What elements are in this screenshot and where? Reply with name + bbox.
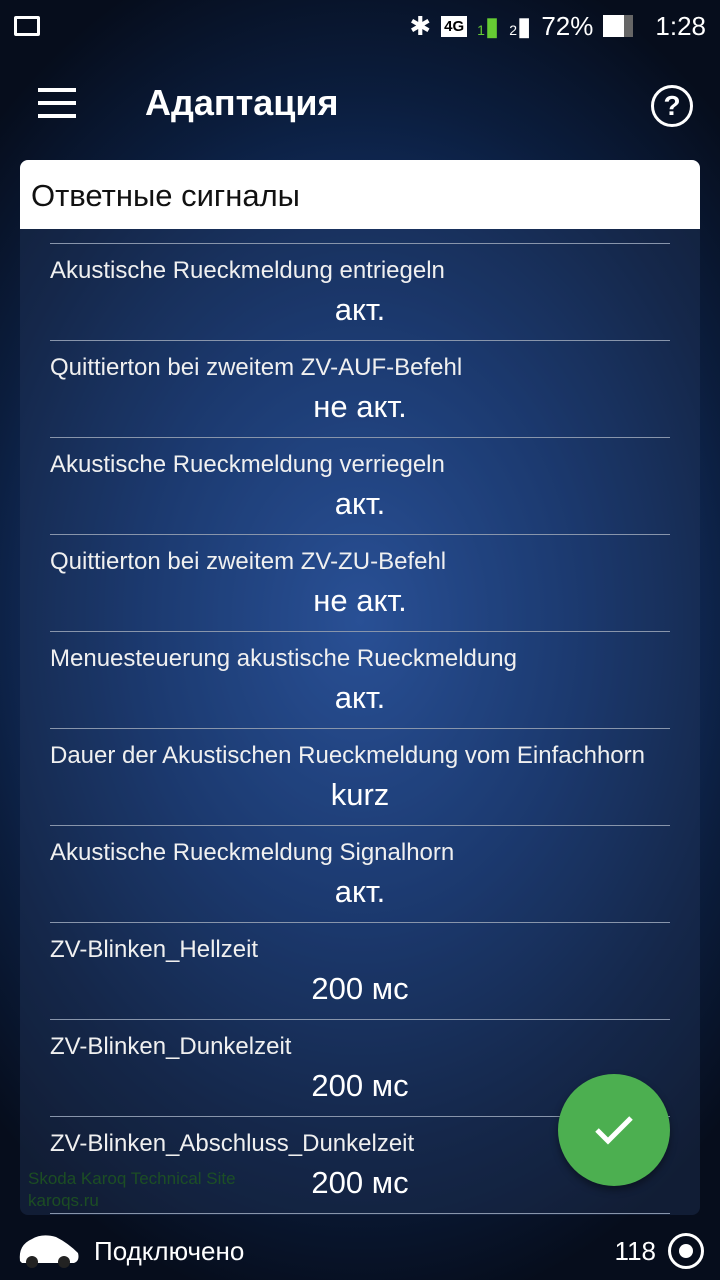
item-label: ZV-Blinken_Dunkelzeit	[50, 1033, 292, 1060]
connection-icon[interactable]	[668, 1233, 704, 1269]
adaptation-card: Ответные сигналы Akustische Rueckmeldung…	[20, 160, 700, 1215]
clock: 1:28	[655, 10, 706, 41]
item-label: Quittierton bei zweitem ZV-ZU-Befehl	[50, 548, 447, 575]
page-title: Адаптация	[145, 82, 339, 123]
connection-footer: Подключено 118	[0, 1222, 720, 1280]
list-item[interactable]: Quittierton bei zweitem ZV-ZU-Befehl не а…	[50, 535, 670, 631]
check-icon	[595, 1116, 633, 1145]
divider	[50, 243, 670, 244]
confirm-button[interactable]	[558, 1074, 670, 1186]
item-label: Dauer der Akustischen Rueckmeldung vom E…	[50, 742, 645, 769]
bluetooth-icon: ✱	[409, 10, 432, 41]
item-label: ZV-Blinken_Abschluss_Dunkelzeit	[50, 1130, 415, 1157]
app-bar: Адаптация ?	[0, 60, 720, 152]
divider	[50, 728, 670, 729]
item-label: Akustische Rueckmeldung verriegeln	[50, 451, 445, 478]
item-label: Menuesteuerung akustische Rueckmeldung	[50, 645, 517, 672]
battery-percent: 72%	[541, 10, 594, 41]
list-item[interactable]: Quittierton bei zweitem ZV-AUF-Befehl не …	[50, 341, 670, 437]
divider	[50, 825, 670, 826]
item-value[interactable]: 200 мс	[311, 1068, 409, 1103]
item-value[interactable]: акт.	[334, 486, 386, 521]
divider	[50, 534, 670, 535]
item-value[interactable]: акт.	[334, 292, 386, 327]
item-value[interactable]: не акт.	[313, 583, 407, 618]
card-header: Ответные сигналы	[20, 160, 700, 229]
network-type: 4G	[441, 15, 468, 37]
item-label: Akustische Rueckmeldung Signalhorn	[50, 839, 455, 866]
item-label: Akustische Rueckmeldung entriegeln	[50, 257, 445, 284]
divider	[50, 631, 670, 632]
item-value[interactable]: 200 мс	[311, 1165, 409, 1200]
item-value[interactable]: kurz	[330, 777, 390, 812]
sim1-signal-icon: 1▮	[477, 10, 500, 41]
list-item[interactable]: ZV-Blinken_Hellzeit 200 мс	[50, 923, 670, 1019]
watermark: Skoda Karoq Technical Site karoqs.ru	[28, 1169, 236, 1210]
divider	[50, 1213, 670, 1214]
help-icon[interactable]: ?	[651, 85, 693, 127]
item-value[interactable]: 200 мс	[311, 971, 409, 1006]
adaptation-list[interactable]: Akustische Rueckmeldung entriegeln акт. Qu…	[20, 229, 700, 1215]
divider	[50, 1116, 670, 1117]
item-value[interactable]: не акт.	[313, 389, 407, 424]
car-icon	[19, 1235, 79, 1268]
item-value[interactable]: акт.	[334, 874, 386, 909]
list-item[interactable]: Akustische Rueckmeldung Signalhorn акт.	[50, 826, 670, 922]
list-item[interactable]: Akustische Rueckmeldung verriegeln акт.	[50, 438, 670, 534]
status-bar: ✱ 4G 1▮ 2▮ 72% 1:28	[0, 0, 720, 52]
list-item[interactable]: Dauer der Akustischen Rueckmeldung vom E…	[50, 729, 670, 825]
connection-status: Подключено	[94, 1235, 245, 1266]
item-label: ZV-Blinken_Hellzeit	[50, 936, 259, 963]
list-item[interactable]: Menuesteuerung akustische Rueckmeldung ак…	[50, 632, 670, 728]
divider	[50, 340, 670, 341]
gallery-notification-icon	[14, 16, 40, 36]
sim2-signal-icon: 2▮	[509, 10, 532, 41]
divider	[50, 922, 670, 923]
battery-icon	[603, 15, 634, 37]
list-item[interactable]: Akustische Rueckmeldung entriegeln акт.	[50, 244, 670, 340]
item-value[interactable]: акт.	[334, 680, 386, 715]
counter: 118	[614, 1235, 656, 1266]
list-item[interactable]: ZV-Blinken_Abschluss_Dunkelzeit 200 мс	[50, 1117, 670, 1213]
divider	[50, 437, 670, 438]
item-label: Quittierton bei zweitem ZV-AUF-Befehl	[50, 354, 463, 381]
list-item[interactable]: ZV-Blinken_Dunkelzeit 200 мс	[50, 1020, 670, 1116]
menu-icon[interactable]	[38, 88, 76, 127]
divider	[50, 1019, 670, 1020]
